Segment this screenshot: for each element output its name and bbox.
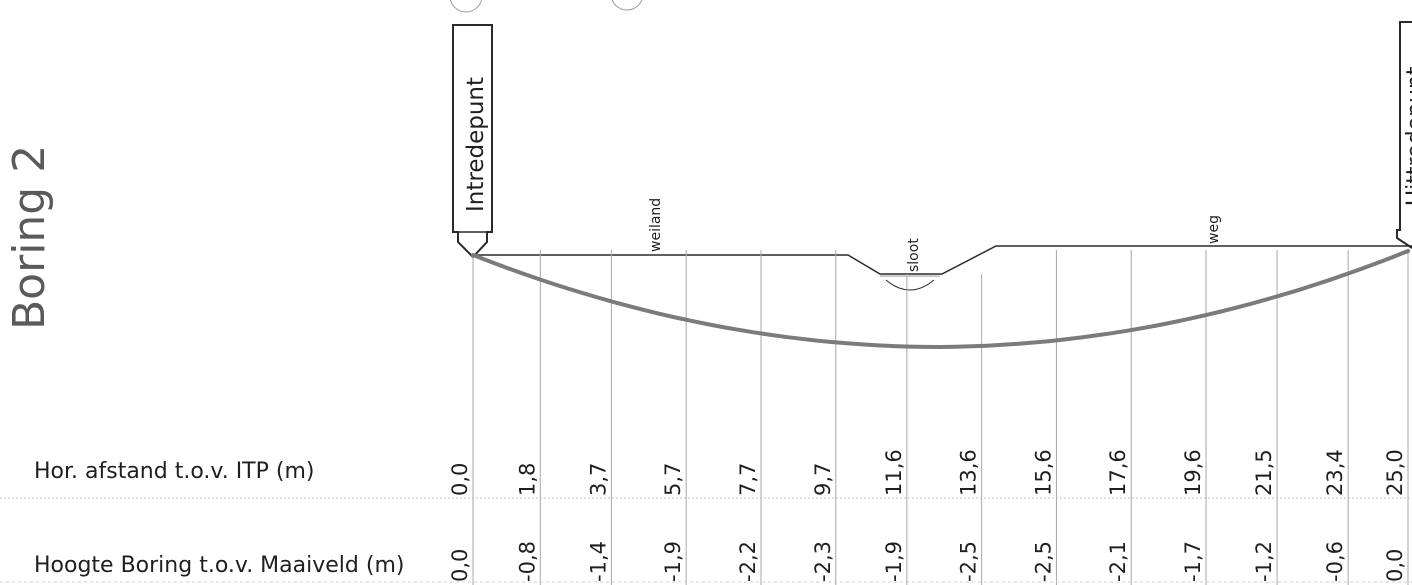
- distance-value: 0,0: [448, 463, 472, 496]
- scan-artifact-circle: [449, 0, 483, 13]
- height-value: -2,2: [736, 541, 760, 582]
- height-value: -1,2: [1252, 541, 1276, 582]
- terrain-label-meadow: weiland: [648, 198, 664, 252]
- drawing-title: Boring 2: [4, 145, 55, 330]
- height-values: 0,0 -0,8 -1,4 -1,9 -2,2 -2,3 -1,9 -2,5 -2,5 -2,1 -…: [448, 541, 1407, 582]
- station-grid: [472, 250, 1409, 585]
- height-value: -0,6: [1323, 541, 1347, 582]
- distance-value: 13,6: [957, 449, 981, 496]
- distance-value: 5,7: [661, 463, 685, 496]
- row-label-boring-height: Hoogte Boring t.o.v. Maaiveld (m): [34, 553, 404, 578]
- height-value: -2,5: [1031, 541, 1055, 582]
- row-label-horizontal-distance: Hor. afstand t.o.v. ITP (m): [34, 459, 314, 484]
- height-value: -1,7: [1181, 541, 1205, 582]
- distance-value: 25,0: [1383, 449, 1407, 496]
- height-value: -2,1: [1106, 541, 1130, 582]
- exit-point-label: Uittredepunt: [1403, 66, 1412, 206]
- distance-value: 19,6: [1181, 449, 1205, 496]
- distance-value: 15,6: [1031, 449, 1055, 496]
- entry-point-label: Intredepunt: [463, 77, 489, 212]
- height-value: -1,9: [882, 541, 906, 582]
- terrain-label-ditch: sloot: [906, 238, 922, 272]
- scan-artifact-circle: [611, 0, 643, 11]
- distance-value: 17,6: [1106, 449, 1130, 496]
- height-value: -2,3: [811, 541, 835, 582]
- entry-point-marker: Intredepunt: [452, 24, 493, 259]
- height-value: 0,0: [1383, 549, 1407, 582]
- distance-value: 11,6: [882, 449, 906, 496]
- bore-profile-line: [471, 249, 1410, 350]
- terrain-label-road: weg: [1206, 215, 1222, 244]
- distance-value: 23,4: [1323, 449, 1347, 496]
- height-value: -1,9: [661, 541, 685, 582]
- height-value: -2,5: [957, 541, 981, 582]
- ground-surface: [473, 245, 1412, 291]
- distance-value: 7,7: [736, 463, 760, 496]
- height-value: -0,8: [515, 541, 539, 582]
- distance-values: 0,0 1,8 3,7 5,7 7,7 9,7 11,6 13,6 15,6 17,6 19,6 21…: [448, 449, 1407, 496]
- distance-value: 3,7: [586, 463, 610, 496]
- distance-value: 1,8: [515, 463, 539, 496]
- height-value: 0,0: [448, 549, 472, 582]
- exit-point-marker: Uittredepunt: [1396, 21, 1412, 249]
- distance-value: 9,7: [811, 463, 835, 496]
- distance-value: 21,5: [1252, 449, 1276, 496]
- height-value: -1,4: [586, 541, 610, 582]
